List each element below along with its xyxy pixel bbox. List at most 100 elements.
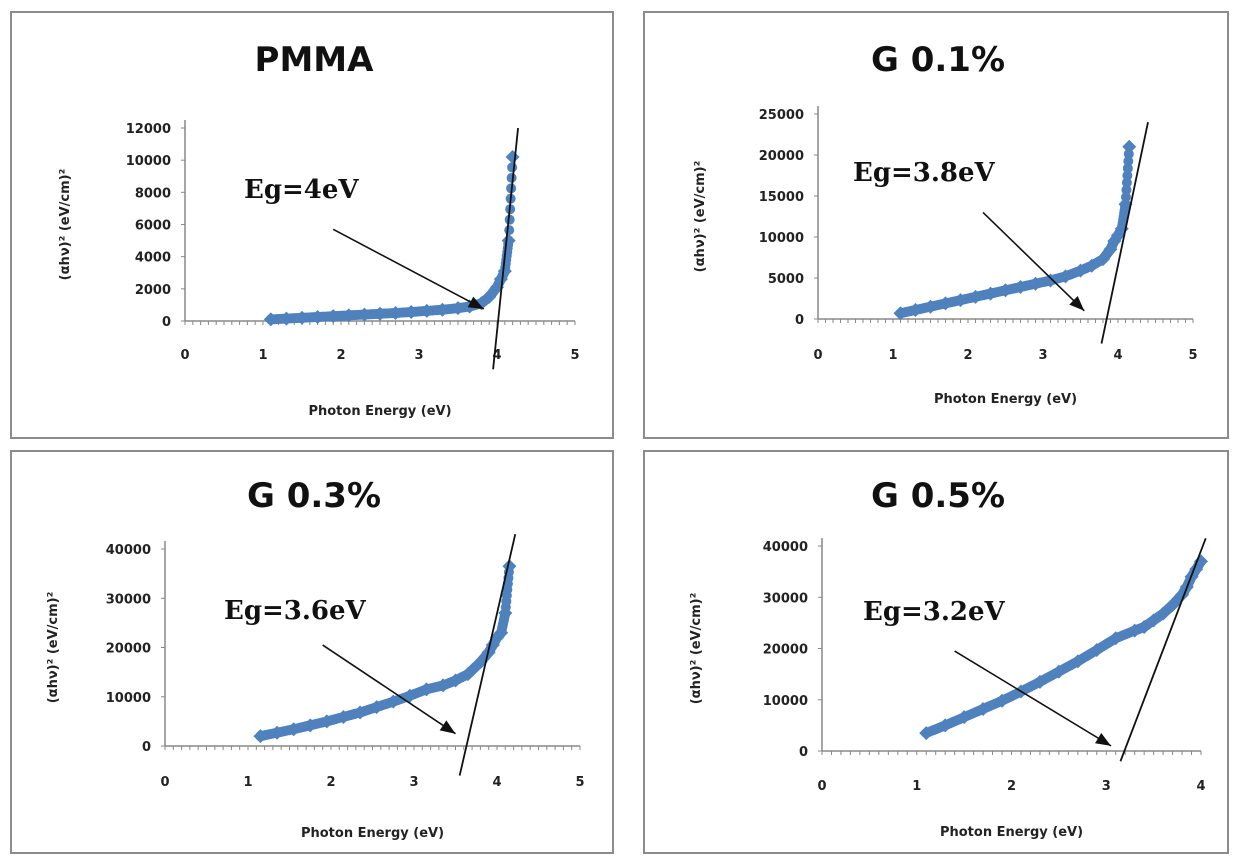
data-point: [263, 312, 278, 327]
x-tick-label: 4: [492, 348, 501, 363]
data-point: [953, 293, 968, 308]
x-tick-label: 0: [160, 775, 169, 790]
data-point: [494, 625, 509, 640]
annotation-arrow: [332, 228, 485, 310]
annotation-arrowhead: [1069, 296, 1085, 311]
x-tick-label: 3: [1102, 779, 1111, 794]
band-gap-label: Eg=3.6eV: [224, 596, 367, 626]
data-point: [419, 303, 434, 318]
y-axis-label: (αhν)² (eV/cm)²: [689, 593, 704, 705]
data-point: [1137, 619, 1152, 634]
chart-title: PMMA: [255, 40, 375, 80]
data-point: [1096, 252, 1110, 267]
y-tick-label: 20000: [106, 642, 151, 657]
data-band: [504, 214, 515, 225]
data-point: [473, 655, 488, 670]
data-band: [1121, 177, 1132, 188]
data-point: [893, 306, 908, 321]
data-point: [995, 693, 1010, 708]
annotation-arrow: [954, 650, 1112, 747]
x-tick-label: 3: [1038, 348, 1047, 363]
data-point: [1058, 269, 1073, 284]
band-gap-label: Eg=4eV: [244, 175, 359, 205]
data-point: [419, 682, 434, 697]
y-tick-label: 12000: [126, 122, 171, 137]
annotation-arrowhead: [1095, 732, 1111, 746]
chart-pmma: PMMA 0 2000 4000 6000 8000 10000 12000 0 1 2 3 4 5 Pho…: [58, 40, 580, 419]
fit-line: [458, 534, 517, 776]
data-point: [976, 701, 991, 716]
data-point: [319, 714, 334, 729]
fit-line: [1119, 537, 1207, 762]
data-point: [286, 722, 301, 737]
data-point: [436, 678, 451, 693]
x-tick-label: 2: [1007, 779, 1016, 794]
data-point: [1070, 654, 1085, 669]
x-tick-label: 2: [963, 348, 972, 363]
x-axis-label: Photon Energy (eV): [940, 825, 1083, 840]
data-point: [923, 299, 938, 314]
y-tick-label: 25000: [759, 108, 804, 123]
y-tick-label: 4000: [135, 251, 171, 266]
data-point: [386, 694, 401, 709]
x-tick-label: 5: [570, 348, 579, 363]
data-point: [1146, 613, 1161, 628]
data-point: [908, 302, 923, 317]
data-point: [295, 310, 309, 325]
y-tick-label: 0: [795, 313, 804, 328]
x-tick-label: 1: [258, 348, 267, 363]
annotation-arrow: [982, 211, 1085, 312]
x-tick-label: 4: [1196, 779, 1205, 794]
y-tick-label: 40000: [106, 543, 151, 558]
band-gap-label: Eg=3.8eV: [853, 158, 996, 188]
data-point: [1175, 587, 1190, 602]
y-tick-label: 0: [799, 745, 808, 760]
chart-g05: G 0.5% 0 10000 20000 30000 40000 0 1 2 3 4 Photon E…: [689, 476, 1208, 840]
data-point: [1089, 643, 1104, 658]
chart-panel-g03: G 0.3% 0 10000 20000 30000 40000 0 1 2 3 4 5 Photon …: [10, 450, 614, 854]
x-tick-label: 0: [817, 779, 826, 794]
data-point: [938, 296, 953, 311]
data-point: [369, 700, 384, 715]
x-axis-label: Photon Energy (eV): [301, 826, 444, 841]
data-point: [451, 301, 465, 316]
chart-g03: G 0.3% 0 10000 20000 30000 40000 0 1 2 3 4 5 Photon …: [46, 476, 585, 841]
y-tick-label: 30000: [106, 592, 151, 607]
y-tick-label: 40000: [763, 540, 808, 555]
x-axis-label: Photon Energy (eV): [934, 392, 1077, 407]
data-point: [505, 149, 520, 164]
y-tick-label: 10000: [763, 694, 808, 709]
x-tick-label: 4: [492, 775, 501, 790]
y-tick-label: 20000: [759, 149, 804, 164]
x-tick-label: 3: [414, 348, 423, 363]
y-tick-label: 20000: [763, 643, 808, 658]
fit-line: [1100, 122, 1149, 344]
y-axis-label: (αhν)² (eV/cm)²: [693, 161, 708, 273]
y-tick-label: 2000: [135, 283, 171, 298]
x-axis-label: Photon Energy (eV): [308, 404, 451, 419]
data-point: [1156, 606, 1171, 621]
data-point: [1127, 623, 1142, 638]
y-tick-label: 10000: [106, 691, 151, 706]
x-tick-label: 0: [180, 348, 189, 363]
chart-panel-g01: G 0.1% 0 5000 10000 15000 20000 25000 0 1 2 3 4 5 Pho…: [643, 11, 1229, 439]
annotation-arrow: [322, 644, 456, 735]
x-tick-label: 5: [575, 775, 584, 790]
data-band: [506, 172, 517, 183]
data-point: [1084, 258, 1099, 273]
data-point: [435, 302, 450, 317]
data-point: [1073, 263, 1088, 278]
data-point: [919, 726, 934, 741]
data-point: [1165, 597, 1180, 612]
annotation-arrowhead: [439, 720, 456, 734]
data-point: [1122, 139, 1137, 154]
fit-line: [492, 127, 519, 370]
data-band: [1122, 163, 1133, 174]
y-tick-label: 5000: [768, 272, 804, 287]
x-tick-label: 5: [1188, 348, 1197, 363]
y-axis-label: (αhν)² (eV/cm)²: [46, 592, 61, 704]
data-point: [1013, 280, 1028, 295]
y-axis-label: (αhν)² (eV/cm)²: [58, 169, 73, 281]
data-point: [1028, 276, 1043, 291]
data-point: [482, 289, 497, 304]
